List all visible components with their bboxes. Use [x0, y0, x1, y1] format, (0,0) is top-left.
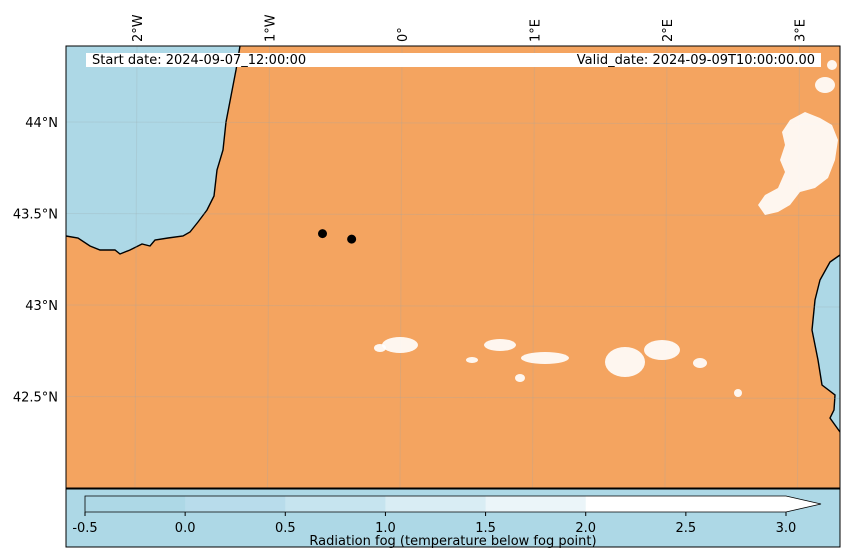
land-area: [66, 46, 840, 488]
latitude-tick-label: 43.5°N: [13, 208, 58, 223]
longitude-ticks: 2°W 1°W 0° 1°E 2°E 3°E: [131, 14, 809, 42]
station-markers: [318, 229, 357, 244]
fog-patch-pyrenees-7: [693, 358, 707, 368]
colorbar-ticks: -0.5 0.0 0.5 1.0 1.5 2.0 2.5 3.0: [72, 512, 796, 536]
station-marker: [347, 234, 357, 244]
parallel-line: [65, 304, 841, 308]
latitude-tick-label: 43°N: [25, 299, 58, 314]
colorbar-tick-label: 3.0: [776, 521, 797, 536]
latitude-tick-label: 44°N: [25, 116, 58, 131]
fog-patch-pyrenees-9: [734, 389, 742, 397]
fog-patches: [374, 60, 838, 397]
info-strip: [86, 53, 821, 67]
meridian-line: [664, 45, 668, 489]
fog-patch-pyrenees-5: [605, 347, 645, 377]
longitude-tick-label: 2°W: [131, 14, 146, 42]
colorbar-tick-label: 2.0: [575, 521, 596, 536]
fog-patch-pyrenees-10: [466, 357, 478, 363]
colorbar-segment: [385, 496, 487, 512]
longitude-tick-label: 1°E: [529, 19, 544, 42]
coastline-mediterranean: [811, 254, 841, 433]
start-date-label: Start date: 2024-09-07_12:00:00: [92, 53, 306, 68]
colorbar-tick-label: 0.5: [275, 521, 296, 536]
colorbar-tick-label: -0.5: [72, 521, 97, 536]
parallel-line: [65, 396, 841, 399]
parallel-line: [65, 121, 841, 125]
meridian-line: [532, 45, 535, 489]
colorbar-segment: [185, 496, 286, 512]
meridian-line: [134, 45, 138, 489]
colorbar-frame: [65, 488, 841, 548]
colorbar-panel: -0.5 0.0 0.5 1.0 1.5 2.0 2.5 3.0 Radiation fog …: [65, 488, 841, 549]
fog-patch-northeast-small: [815, 77, 835, 93]
colorbar-extend-arrow: [786, 496, 821, 512]
colorbar-tick-label: 1.5: [475, 521, 496, 536]
fog-patch-pyrenees-4: [521, 352, 569, 364]
colorbar-segment: [585, 496, 687, 512]
station-marker: [318, 229, 327, 239]
fog-patch-pyrenees-3: [484, 339, 516, 351]
fog-patch-pyrenees-6: [644, 340, 680, 360]
map-frame: [65, 45, 841, 489]
colorbar-label: Radiation fog (temperature below fog poi…: [309, 534, 596, 549]
fog-patch-pyrenees-8: [515, 374, 525, 382]
longitude-tick-label: 1°W: [264, 14, 279, 42]
latitude-ticks: 44°N 43.5°N 43°N 42.5°N: [13, 116, 58, 406]
map-panel: Start date: 2024-09-07_12:00:00 Valid_da…: [65, 45, 841, 489]
meridian-line: [399, 45, 403, 489]
longitude-tick-label: 2°E: [661, 19, 676, 42]
colorbar-segment: [685, 496, 787, 512]
valid-date-label: Valid_date: 2024-09-09T10:00:00.00: [577, 53, 815, 68]
fog-patch-pyrenees-1: [382, 337, 418, 353]
fog-patch-northeast: [758, 112, 838, 215]
colorbar-segment: [485, 496, 587, 512]
coastline-atlantic: [65, 45, 241, 255]
colorbar-tick-label: 2.5: [676, 521, 697, 536]
colorbar-segment: [85, 496, 186, 512]
fog-patch-northeast-tiny: [827, 60, 837, 70]
colorbar-tick-label: 1.0: [375, 521, 396, 536]
longitude-tick-label: 3°E: [794, 19, 809, 42]
fog-patch-pyrenees-2: [374, 344, 386, 352]
colorbar-tick-label: 0.0: [175, 521, 196, 536]
colorbar-segments: [85, 496, 821, 512]
latitude-tick-label: 42.5°N: [13, 391, 58, 406]
colorbar-segment: [285, 496, 386, 512]
parallel-line: [65, 213, 841, 216]
gridlines: [65, 45, 841, 489]
colorbar-outline: [84, 495, 822, 513]
meridian-line: [267, 45, 270, 489]
longitude-tick-label: 0°: [396, 27, 411, 42]
